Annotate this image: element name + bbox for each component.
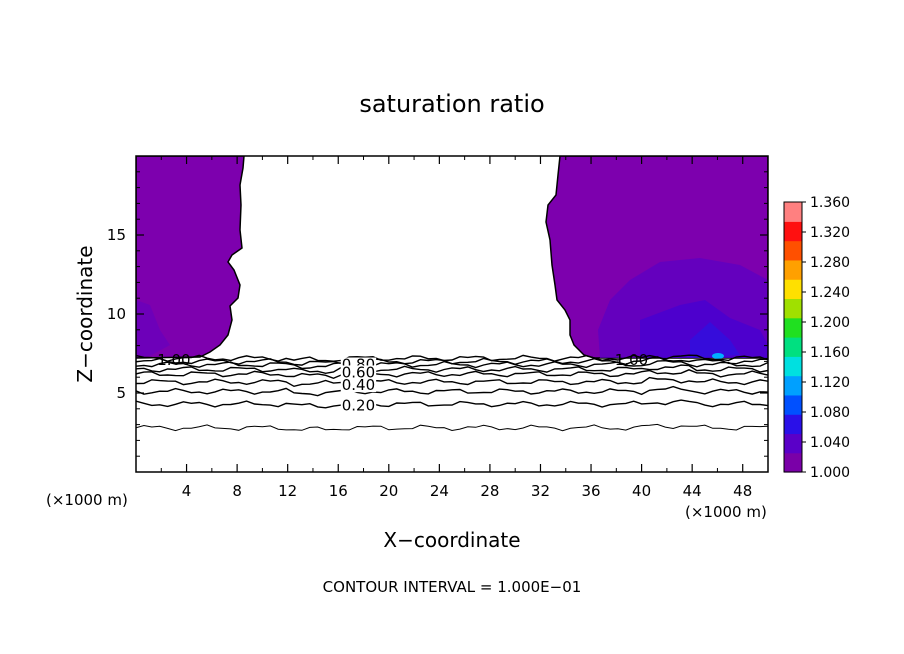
x-axis-label: X−coordinate — [383, 528, 520, 552]
colorbar-segment — [784, 279, 802, 300]
chart-title: saturation ratio — [359, 90, 544, 118]
contour-interval-note: CONTOUR INTERVAL = 1.000E−01 — [323, 578, 582, 596]
colorbar — [783, 201, 803, 473]
x-tick-label: 16 — [329, 482, 348, 500]
x-unit-right: (×1000 m) — [685, 503, 767, 521]
colorbar-segment — [784, 259, 802, 280]
contour-label-background — [340, 398, 377, 413]
contour-line — [136, 385, 768, 397]
colorbar-tick-label: 1.000 — [810, 465, 850, 481]
colorbar-segment — [784, 202, 802, 222]
contour-label: 0.60 — [342, 363, 375, 381]
supersaturated-region-left — [136, 156, 245, 359]
colorbar-tick-label: 1.160 — [810, 345, 850, 361]
y-axis-label: Z−coordinate — [73, 245, 97, 382]
x-tick-label: 36 — [581, 482, 600, 500]
colorbar-segment — [784, 240, 802, 261]
x-unit-left: (×1000 m) — [46, 491, 128, 509]
contour-line — [136, 364, 768, 375]
contour-lines — [136, 354, 768, 432]
x-tick-label: 8 — [232, 482, 242, 500]
colorbar-segment — [784, 452, 802, 473]
colorbar-segment — [784, 433, 802, 454]
contour-line — [136, 423, 768, 432]
colorbar-segment — [784, 414, 802, 435]
colorbar-segment — [784, 298, 802, 319]
y-tick-label: 10 — [107, 305, 126, 323]
x-tick-label: 32 — [531, 482, 550, 500]
contour-line — [136, 354, 768, 362]
contour-line — [136, 399, 768, 409]
contour-labels: 1.00 0.800.600.400.201.00 — [157, 351, 648, 415]
contour-line — [136, 376, 768, 388]
x-tick-label: 20 — [379, 482, 398, 500]
x-tick-label: 12 — [278, 482, 297, 500]
y-tick-label: 15 — [107, 226, 126, 244]
colorbar-segment — [784, 337, 802, 357]
plot-area — [136, 156, 768, 432]
colorbar-tick-label: 1.320 — [810, 225, 850, 241]
colorbar-segment — [784, 317, 802, 338]
colorbar-segment — [784, 375, 802, 396]
colorbar-segment — [784, 394, 802, 415]
x-tick-label: 40 — [632, 482, 651, 500]
y-axis-ticks: 5 10 15 — [107, 171, 768, 457]
colorbar-frame — [783, 201, 803, 473]
colorbar-tick-label: 1.200 — [810, 315, 850, 331]
contour-line — [136, 369, 768, 380]
x-tick-label: 24 — [430, 482, 449, 500]
colorbar-segment — [784, 356, 802, 377]
contour-label: 0.40 — [342, 376, 375, 394]
colorbar-tick-label: 1.280 — [810, 255, 850, 271]
colorbar-tick-label: 1.240 — [810, 285, 850, 301]
colorbar-tick-label: 1.360 — [810, 195, 850, 211]
x-tick-label: 44 — [683, 482, 702, 500]
x-tick-label: 48 — [733, 482, 752, 500]
colorbar-tick-labels: 1.360 1.320 1.280 1.240 1.200 1.160 1.120 1.080… — [802, 195, 850, 481]
contour-label-background — [340, 365, 377, 380]
x-tick-label: 4 — [182, 482, 192, 500]
contour-label: 1.00 — [157, 351, 190, 369]
contour-label: 1.00 — [615, 351, 648, 369]
y-tick-label: 5 — [116, 384, 126, 402]
colorbar-tick-label: 1.120 — [810, 375, 850, 391]
x-axis-ticks: 4 8 12 16 20 24 28 32 36 40 44 48 — [160, 156, 752, 500]
x-tick-label: 28 — [480, 482, 499, 500]
colorbar-tick-label: 1.040 — [810, 435, 850, 451]
colorbar-tick-label: 1.080 — [810, 405, 850, 421]
contour-label: 0.20 — [342, 397, 375, 415]
contour-label-background — [340, 378, 377, 393]
colorbar-segment — [784, 221, 802, 242]
